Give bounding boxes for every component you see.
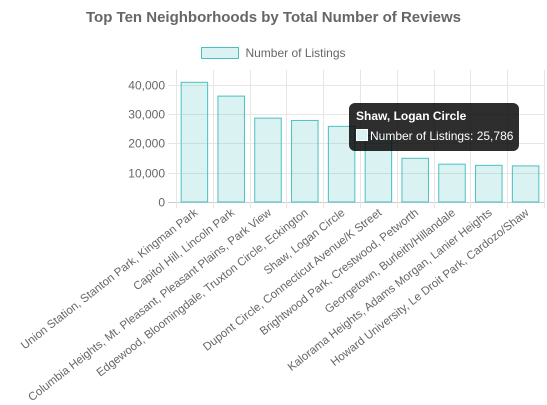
bars — [180, 81, 540, 203]
bar[interactable] — [254, 117, 282, 203]
bar[interactable] — [401, 157, 429, 203]
y-tick-label: 10,000 — [128, 167, 165, 181]
y-axis: 0 10,000 20,000 30,000 40,000 — [128, 79, 165, 210]
tooltip-swatch — [356, 129, 368, 141]
chart-title: Top Ten Neighborhoods by Total Number of… — [85, 9, 461, 26]
tooltip-label: Number of Listings: 25,786 — [370, 129, 514, 143]
x-tick-label: Columbia Heights, Mt. Pleasant, Pleasant… — [26, 206, 274, 403]
y-tick-label: 20,000 — [128, 137, 165, 151]
x-axis: Union Station, Stanton Park, Kingman Par… — [19, 206, 532, 404]
tooltip-body: Number of Listings: 25,786 — [356, 129, 514, 144]
y-tick-label: 0 — [158, 196, 165, 210]
y-tick-label: 30,000 — [128, 108, 165, 122]
bar[interactable] — [438, 163, 466, 203]
bar[interactable] — [217, 95, 245, 203]
tooltip-title: Shaw, Logan Circle — [356, 109, 467, 123]
y-tick-label: 40,000 — [128, 79, 165, 93]
legend-label: Number of Listings — [245, 46, 346, 60]
legend-swatch — [201, 47, 240, 59]
bar[interactable] — [180, 81, 209, 203]
bar[interactable] — [511, 165, 540, 203]
legend[interactable]: Number of Listings — [0, 46, 547, 60]
bar[interactable] — [475, 164, 503, 203]
tooltip: Shaw, Logan Circle Number of Listings: 2… — [349, 103, 519, 151]
bar[interactable] — [291, 119, 319, 203]
